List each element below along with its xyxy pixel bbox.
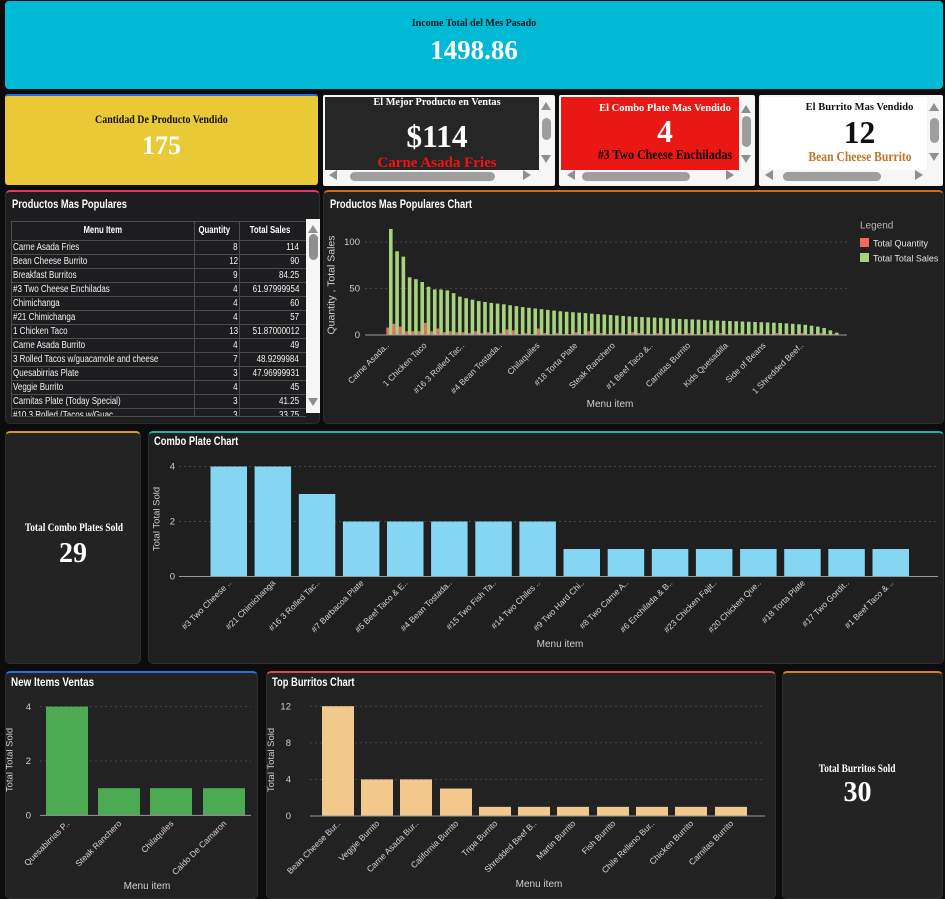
svg-text:Quantity , Total Sales: Quantity , Total Sales [326,235,338,334]
svg-text:Chilaquiles: Chilaquiles [139,818,175,854]
svg-text:Menu item: Menu item [537,639,584,650]
svg-text:0: 0 [286,811,291,822]
svg-text:#17 Two Gordit..: #17 Two Gordit.. [800,578,851,629]
svg-text:4: 4 [170,462,175,473]
svg-text:Menu item: Menu item [516,879,563,890]
svg-text:4: 4 [286,775,291,786]
svg-text:Menu item: Menu item [124,881,171,892]
svg-text:Total Total Sold: Total Total Sold [5,728,16,792]
svg-text:12: 12 [280,701,291,712]
svg-text:#1 Beef Taco & ..: #1 Beef Taco & .. [842,578,895,631]
svg-text:8: 8 [286,738,291,749]
svg-text:100: 100 [344,237,360,248]
svg-text:Menu item: Menu item [587,399,634,410]
svg-text:Total Quantity: Total Quantity [873,239,929,249]
svg-text:0: 0 [26,811,31,822]
svg-text:Chilaquiles: Chilaquiles [505,340,541,376]
svg-text:Caldo De Camaron: Caldo De Camaron [170,818,229,877]
svg-text:0: 0 [355,330,360,341]
svg-text:Steak Ranchero: Steak Ranchero [73,818,123,868]
svg-text:0: 0 [170,572,175,583]
svg-text:4: 4 [26,702,31,713]
svg-text:Legend: Legend [860,221,893,232]
svg-text:Fish Burrito: Fish Burrito [580,818,618,856]
svg-text:2: 2 [26,756,31,767]
svg-text:Total Total Sold: Total Total Sold [152,487,163,551]
svg-text:Tripa Burrito: Tripa Burrito [459,818,499,858]
svg-text:Total Total Sold: Total Total Sold [266,728,277,792]
svg-text:Quesabirrias P..: Quesabirrias P.. [22,818,71,867]
svg-text:Bean Cheese Bur..: Bean Cheese Bur.. [285,818,343,876]
svg-text:50: 50 [349,284,360,295]
svg-text:#18 Torta Plate: #18 Torta Plate [760,578,808,626]
svg-text:Martin Burrito: Martin Burrito [534,818,577,861]
svg-text:Total Total Sales: Total Total Sales [873,254,939,264]
svg-text:2: 2 [170,517,175,528]
